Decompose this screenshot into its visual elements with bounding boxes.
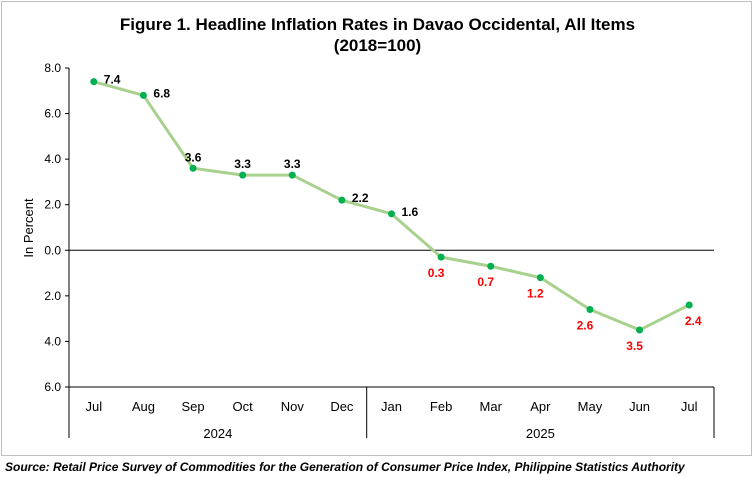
year-label: 2024 xyxy=(203,426,232,441)
data-label: 3.3 xyxy=(234,157,251,171)
y-axis-label: In Percent xyxy=(21,198,36,258)
y-tick-label: 8.0 xyxy=(44,61,61,75)
x-tick-label: Jun xyxy=(629,399,650,414)
series-polyline xyxy=(93,80,690,332)
data-point xyxy=(685,301,693,309)
axes: 8.0 6.0 4.0 2.0 0.0 2.0 4.0 6.0 Jul Aug Sep Oct Nov D… xyxy=(44,61,715,441)
data-point xyxy=(239,171,247,179)
x-tick-label: May xyxy=(578,399,603,414)
y-tick-label: 0.0 xyxy=(44,243,61,257)
data-label: 1.6 xyxy=(402,205,419,219)
data-point xyxy=(288,171,296,179)
data-point xyxy=(338,196,346,204)
data-point xyxy=(139,91,147,99)
data-labels: 7.4 6.8 3.6 3.3 3.3 2.2 1.6 0.3 0.7 1.2 2.6 3.5 2.4 xyxy=(104,73,702,353)
data-label: 3.6 xyxy=(185,150,202,164)
data-point xyxy=(586,306,594,314)
x-tick-label: Jan xyxy=(381,399,402,414)
series-markers xyxy=(90,78,693,334)
chart-subtitle: (2018=100) xyxy=(333,36,422,55)
data-label: 7.4 xyxy=(104,73,121,87)
data-label: 1.2 xyxy=(527,287,544,301)
y-tick-label: 4.0 xyxy=(44,152,61,166)
x-tick-label: Nov xyxy=(281,399,305,414)
y-tick-label: 4.0 xyxy=(44,334,61,348)
data-label: 3.3 xyxy=(284,157,301,171)
data-label: 2.4 xyxy=(685,314,702,328)
data-label: 2.2 xyxy=(352,191,369,205)
x-tick-label: Jul xyxy=(85,399,102,414)
data-point xyxy=(536,274,544,282)
data-point xyxy=(437,253,445,261)
chart-title-block: Figure 1. Headline Inflation Rates in Da… xyxy=(0,14,755,56)
x-tick-label: Sep xyxy=(181,399,204,414)
x-tick-label: Aug xyxy=(132,399,155,414)
y-tick-label: 2.0 xyxy=(44,289,61,303)
line-chart: In Percent 8.0 6.0 4.0 2.0 0.0 2.0 4.0 6.0 Jul Au… xyxy=(21,61,715,441)
data-point xyxy=(90,78,98,86)
year-label: 2025 xyxy=(526,426,555,441)
data-point xyxy=(189,164,197,172)
x-tick-label: Apr xyxy=(530,399,551,414)
y-tick-label: 2.0 xyxy=(44,198,61,212)
data-label: 0.7 xyxy=(477,275,494,289)
x-tick-label: Dec xyxy=(330,399,354,414)
x-tick-label: Mar xyxy=(480,399,503,414)
series-line xyxy=(93,80,690,332)
chart-title: Figure 1. Headline Inflation Rates in Da… xyxy=(119,15,636,34)
data-point xyxy=(388,210,395,218)
data-point xyxy=(487,262,495,270)
data-label: 2.6 xyxy=(577,319,594,333)
x-tick-label: Oct xyxy=(233,399,254,414)
data-point xyxy=(636,326,644,334)
chart-frame xyxy=(1,1,752,456)
data-label: 6.8 xyxy=(153,86,170,100)
x-tick-label: Feb xyxy=(430,399,452,414)
x-tick-label: Jul xyxy=(681,399,698,414)
y-tick-label: 6.0 xyxy=(44,107,61,121)
data-label: 0.3 xyxy=(428,266,445,280)
y-tick-label: 6.0 xyxy=(44,380,61,394)
data-label: 3.5 xyxy=(626,339,643,353)
source-note: Source: Retail Price Survey of Commoditi… xyxy=(5,460,685,474)
